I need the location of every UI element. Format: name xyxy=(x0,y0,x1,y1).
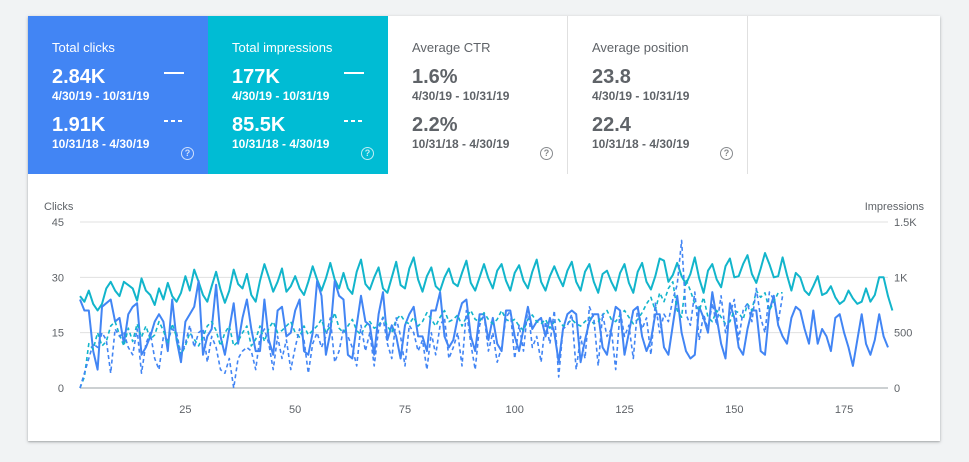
x-tick-label: 150 xyxy=(725,404,743,416)
clicks-dashed-series-line xyxy=(79,239,784,389)
metric-current-value: 23.8 xyxy=(592,66,631,88)
help-icon[interactable]: ? xyxy=(720,147,733,160)
solid-line-legend-icon xyxy=(164,72,184,74)
metric-previous-value: 2.2% xyxy=(412,114,458,136)
metric-title: Total impressions xyxy=(232,40,333,55)
y-right-tick-label: 1.5K xyxy=(894,217,917,229)
metric-tiles: Total clicks 2.84K 4/30/19 - 10/31/19 1.… xyxy=(28,16,748,174)
x-tick-label: 125 xyxy=(615,404,633,416)
y-left-tick-label: 0 xyxy=(58,383,64,395)
dashed-line-legend-icon xyxy=(164,120,184,122)
metric-current-range: 4/30/19 - 10/31/19 xyxy=(52,89,150,103)
dashed-line-legend-icon xyxy=(344,120,364,122)
metric-title: Total clicks xyxy=(52,40,115,55)
help-icon[interactable]: ? xyxy=(540,147,553,160)
x-tick-label: 25 xyxy=(179,404,191,416)
y-axis-right-label: Impressions xyxy=(865,201,925,213)
metric-current-range: 4/30/19 - 10/31/19 xyxy=(592,89,690,103)
y-left-tick-label: 30 xyxy=(52,272,64,284)
clicks-solid-series-line xyxy=(79,280,889,371)
metric-previous-range: 10/31/18 - 4/30/19 xyxy=(232,137,330,151)
axis-ticks: 0 0 15 500 30 1K 45 1.5K 25 50 75 100 125 150 175 xyxy=(52,217,918,416)
help-icon[interactable]: ? xyxy=(361,147,374,160)
metric-previous-range: 10/31/18 - 4/30/19 xyxy=(592,137,690,151)
metric-total-impressions[interactable]: Total impressions 177K 4/30/19 - 10/31/1… xyxy=(208,16,388,174)
metric-current-value: 2.84K xyxy=(52,66,106,88)
metric-previous-value: 1.91K xyxy=(52,114,106,136)
metric-current-range: 4/30/19 - 10/31/19 xyxy=(412,89,510,103)
performance-chart: Clicks Impressions 0 0 15 500 30 1K 45 1.5K 25 50… xyxy=(44,201,925,416)
y-left-tick-label: 15 xyxy=(52,328,64,340)
help-icon[interactable]: ? xyxy=(181,147,194,160)
y-axis-left-label: Clicks xyxy=(44,201,74,213)
metric-current-value: 177K xyxy=(232,66,280,88)
x-tick-label: 75 xyxy=(399,404,411,416)
performance-card: Total clicks 2.84K 4/30/19 - 10/31/19 1.… xyxy=(28,16,940,441)
metric-average-ctr[interactable]: Average CTR 1.6% 4/30/19 - 10/31/19 2.2%… xyxy=(388,16,568,174)
metric-previous-value: 22.4 xyxy=(592,114,631,136)
x-tick-label: 50 xyxy=(289,404,301,416)
metric-previous-range: 10/31/18 - 4/30/19 xyxy=(412,137,510,151)
metric-title: Average CTR xyxy=(412,40,491,55)
x-tick-label: 175 xyxy=(835,404,853,416)
solid-line-legend-icon xyxy=(344,72,364,74)
y-right-tick-label: 500 xyxy=(894,328,912,340)
y-right-tick-label: 1K xyxy=(894,272,908,284)
metric-current-range: 4/30/19 - 10/31/19 xyxy=(232,89,330,103)
metric-previous-value: 85.5K xyxy=(232,114,286,136)
y-left-tick-label: 45 xyxy=(52,217,64,229)
metric-previous-range: 10/31/18 - 4/30/19 xyxy=(52,137,150,151)
series-lines xyxy=(79,239,894,389)
metric-current-value: 1.6% xyxy=(412,66,458,88)
impressions-solid-series-line xyxy=(79,252,894,312)
metric-total-clicks[interactable]: Total clicks 2.84K 4/30/19 - 10/31/19 1.… xyxy=(28,16,208,174)
gridlines xyxy=(80,221,888,389)
metric-title: Average position xyxy=(592,40,689,55)
y-right-tick-label: 0 xyxy=(894,383,900,395)
metric-average-position[interactable]: Average position 23.8 4/30/19 - 10/31/19… xyxy=(568,16,748,174)
x-tick-label: 100 xyxy=(506,404,524,416)
